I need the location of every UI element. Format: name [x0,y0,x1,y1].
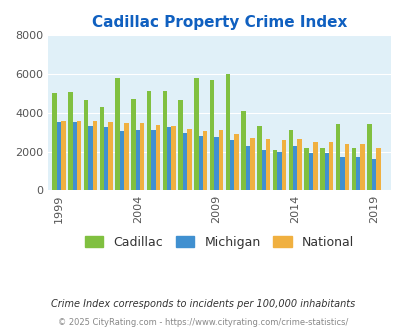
Bar [57,121,61,190]
Bar [124,123,128,190]
Bar [115,78,119,190]
Bar [355,157,360,190]
Bar [234,134,238,190]
Bar [265,139,270,190]
Bar [292,146,297,190]
Bar [218,130,223,190]
Bar [147,91,151,190]
Bar [328,142,333,190]
Bar [319,148,324,190]
Bar [104,127,108,190]
Bar [156,125,160,190]
Bar [151,130,156,190]
Bar [182,133,187,190]
Bar [241,111,245,190]
Bar [194,78,198,190]
Bar [166,127,171,190]
Bar [119,131,124,190]
Bar [99,107,104,190]
Legend: Cadillac, Michigan, National: Cadillac, Michigan, National [79,231,358,253]
Bar [261,149,265,190]
Bar [108,122,113,190]
Bar [312,142,317,190]
Bar [367,124,371,190]
Bar [339,157,344,190]
Bar [171,126,175,190]
Bar [360,144,364,190]
Bar [272,149,277,190]
Bar [162,90,166,190]
Bar [277,152,281,190]
Bar [351,148,355,190]
Title: Cadillac Property Crime Index: Cadillac Property Crime Index [92,15,346,30]
Bar [198,136,202,190]
Text: Crime Index corresponds to incidents per 100,000 inhabitants: Crime Index corresponds to incidents per… [51,299,354,309]
Bar [335,124,339,190]
Bar [178,100,182,190]
Bar [202,131,207,190]
Bar [61,120,66,190]
Bar [375,148,379,190]
Bar [230,140,234,190]
Bar [245,146,249,190]
Bar [135,130,140,190]
Bar [249,138,254,190]
Bar [72,121,77,190]
Bar [52,93,57,190]
Bar [281,140,286,190]
Bar [88,126,92,190]
Bar [324,153,328,190]
Bar [225,74,230,190]
Bar [77,120,81,190]
Text: © 2025 CityRating.com - https://www.cityrating.com/crime-statistics/: © 2025 CityRating.com - https://www.city… [58,318,347,327]
Bar [209,80,214,190]
Bar [140,123,144,190]
Bar [131,99,135,190]
Bar [304,148,308,190]
Bar [371,159,375,190]
Bar [308,153,312,190]
Bar [68,92,72,190]
Bar [187,129,191,190]
Bar [214,137,218,190]
Bar [92,120,97,190]
Bar [288,130,292,190]
Bar [344,144,348,190]
Bar [84,100,88,190]
Bar [297,139,301,190]
Bar [256,126,261,190]
